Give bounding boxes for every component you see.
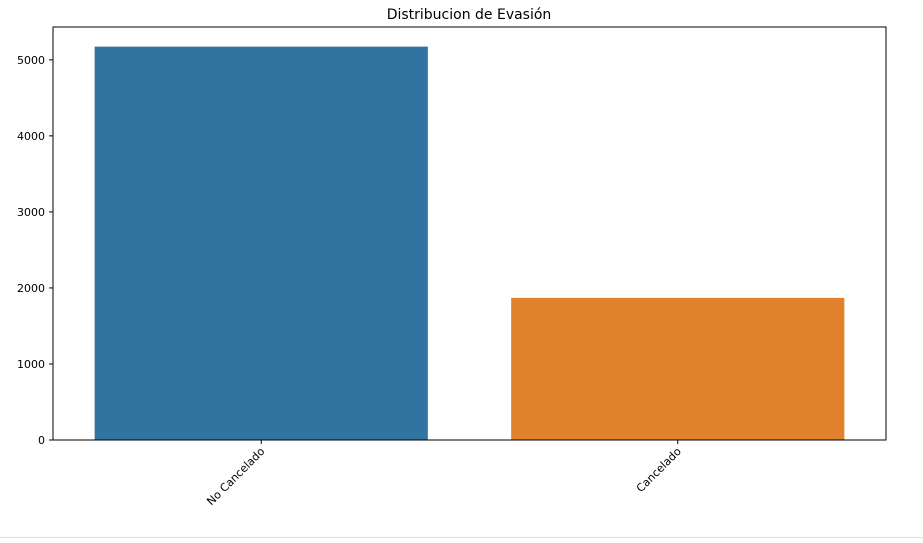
y-axis: 0 1000 2000 3000 4000 5000 bbox=[17, 54, 53, 447]
y-tick-label: 5000 bbox=[17, 54, 45, 67]
y-tick-label: 4000 bbox=[17, 130, 45, 143]
bar-no-cancelado bbox=[94, 46, 428, 441]
x-tick-label: No Cancelado bbox=[204, 445, 267, 508]
y-tick-label: 0 bbox=[38, 434, 45, 447]
x-tick-label: Cancelado bbox=[634, 445, 684, 495]
x-axis: No Cancelado Cancelado bbox=[204, 440, 684, 508]
plot-frame bbox=[52, 26, 887, 441]
y-tick-label: 1000 bbox=[17, 358, 45, 371]
y-tick-label: 2000 bbox=[17, 282, 45, 295]
bar-cancelado bbox=[511, 297, 845, 440]
chart-title: Distribucion de Evasión bbox=[387, 7, 552, 23]
bottom-divider bbox=[0, 537, 923, 538]
bars-group bbox=[94, 46, 845, 441]
y-tick-label: 3000 bbox=[17, 206, 45, 219]
